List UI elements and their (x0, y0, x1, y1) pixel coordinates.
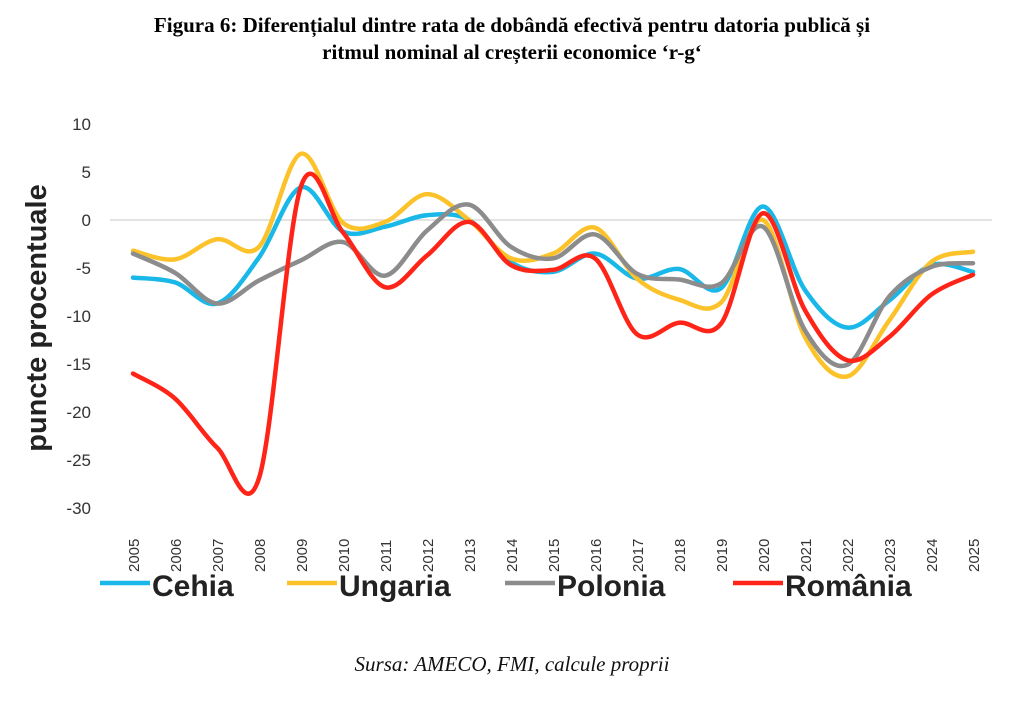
x-tick-label: 2020 (756, 539, 773, 572)
x-tick-label: 2009 (294, 539, 311, 572)
x-tick-label: 2006 (168, 539, 185, 572)
x-tick-label: 2018 (672, 539, 689, 572)
x-tick-label: 2022 (840, 539, 857, 572)
legend-label: Polonia (557, 570, 666, 603)
x-tick-label: 2013 (462, 539, 479, 572)
series-lines (130, 151, 976, 496)
line-chart: puncte procentuale 10 5 0 -5 -10 -15 -20 -25 -30… (21, 115, 992, 603)
legend-label: Cehia (152, 570, 234, 603)
series-line-românia (130, 171, 976, 496)
x-tick-label: 2023 (882, 539, 899, 572)
y-tick-label: -15 (66, 355, 91, 374)
x-tick-label: 2012 (420, 539, 437, 572)
figure-title-line-2: ritmul nominal al creșterii economice ‘r… (322, 40, 702, 64)
series-line-ungaria (130, 151, 976, 379)
legend-item: România (733, 570, 912, 603)
legend-item: Cehia (100, 570, 234, 603)
y-tick-label: -25 (66, 451, 91, 470)
y-tick-label: -10 (66, 307, 91, 326)
y-tick-label: 0 (82, 211, 91, 230)
series-line-polonia (130, 202, 976, 369)
x-tick-label: 2010 (336, 539, 353, 572)
x-tick-label: 2008 (252, 539, 269, 572)
legend: Cehia Ungaria Polonia România (100, 570, 912, 603)
legend-item: Ungaria (287, 570, 451, 603)
y-axis-label: puncte procentuale (21, 184, 53, 452)
legend-label: Ungaria (339, 570, 451, 603)
x-tick-label: 2024 (924, 539, 941, 572)
x-tick-label: 2017 (630, 539, 647, 572)
legend-item: Polonia (505, 570, 666, 603)
y-axis-ticks: 10 5 0 -5 -10 -15 -20 -25 -30 (66, 115, 91, 518)
x-axis-ticks: 2005 2006 2007 2008 2009 2010 2011 2012 2013 2014… (126, 539, 983, 572)
x-tick-label: 2015 (546, 539, 563, 572)
figure-title-line-1: Figura 6: Diferențialul dintre rata de d… (153, 13, 871, 37)
x-tick-label: 2014 (504, 539, 521, 572)
x-tick-label: 2019 (714, 539, 731, 572)
x-tick-label: 2025 (966, 539, 983, 572)
x-tick-label: 2016 (588, 539, 605, 572)
figure-title: Figura 6: Diferențialul dintre rata de d… (0, 12, 1024, 66)
y-tick-label: -30 (66, 499, 91, 518)
x-tick-label: 2005 (126, 539, 143, 572)
legend-label: România (785, 570, 912, 603)
source-note: Sursa: AMECO, FMI, calcule proprii (354, 652, 670, 676)
x-tick-label: 2007 (210, 539, 227, 572)
y-tick-label: -20 (66, 403, 91, 422)
y-tick-label: 5 (82, 163, 91, 182)
y-tick-label: 10 (72, 115, 91, 134)
x-tick-label: 2011 (378, 540, 395, 572)
y-tick-label: -5 (76, 259, 91, 278)
x-tick-label: 2021 (798, 539, 815, 572)
